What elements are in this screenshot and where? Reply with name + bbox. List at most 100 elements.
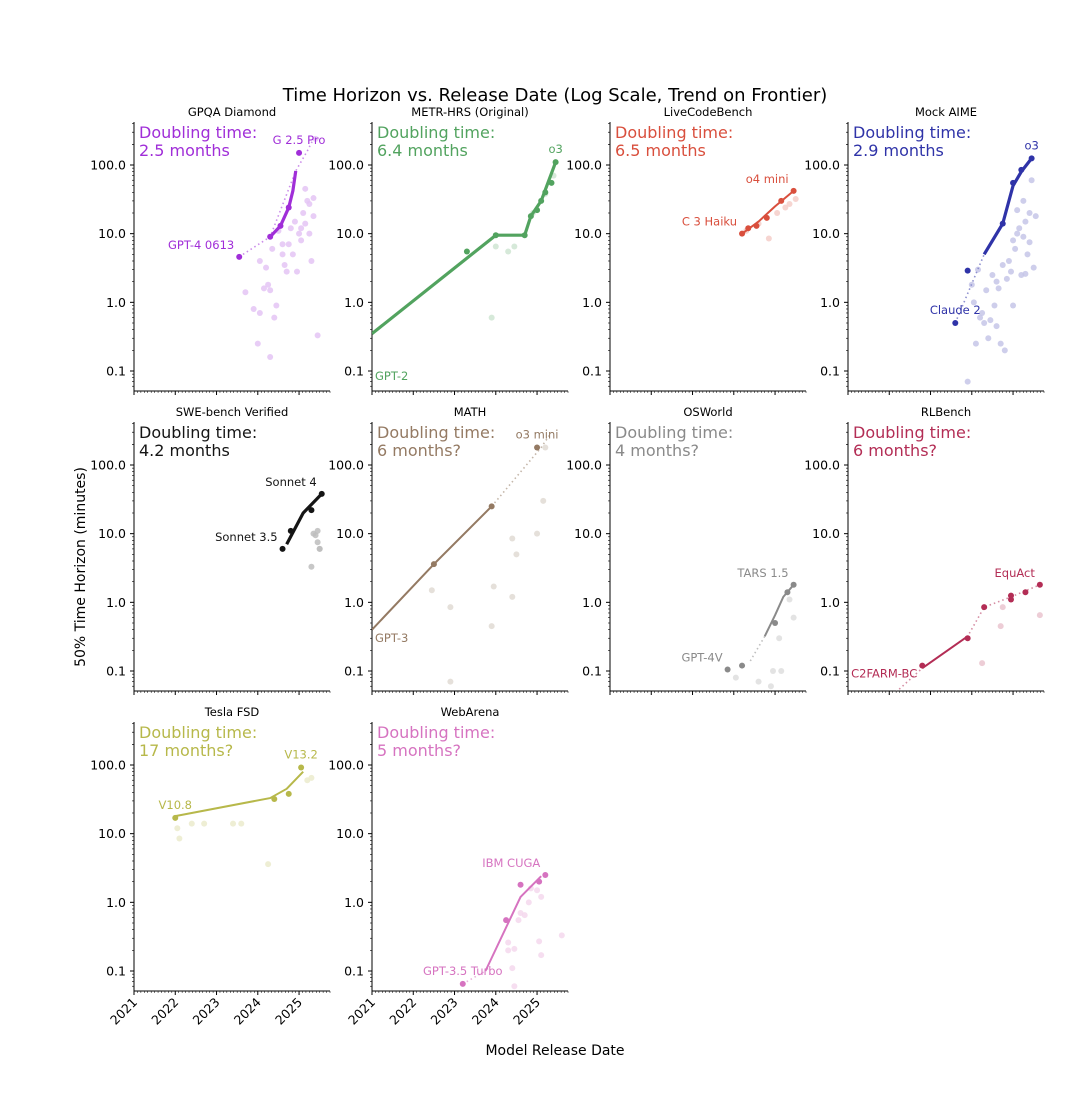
data-point	[515, 917, 522, 924]
model-label: Sonnet 3.5	[215, 530, 277, 544]
data-point	[279, 241, 286, 248]
data-point	[538, 952, 545, 959]
panel-title: MATH	[454, 405, 487, 419]
data-point	[536, 938, 543, 945]
y-tick-label: 100.0	[90, 758, 126, 773]
data-point	[279, 251, 286, 258]
panel-title: LiveCodeBench	[664, 105, 753, 119]
data-point	[302, 185, 309, 192]
frontier-point	[534, 207, 541, 214]
doubling-time-value: 2.5 months	[139, 141, 230, 160]
y-tick-label: 1.0	[344, 595, 364, 610]
data-point	[296, 230, 303, 237]
model-label: GPT-3.5 Turbo	[423, 964, 503, 978]
y-tick-label: 0.1	[582, 664, 602, 679]
trend-line-dotted	[491, 431, 553, 507]
x-tick-label: 2022	[386, 995, 419, 1028]
data-point	[778, 668, 785, 674]
data-point	[312, 135, 319, 142]
frontier-point	[492, 232, 499, 239]
plot-area	[279, 490, 325, 570]
data-point	[755, 678, 762, 685]
frontier-point	[739, 230, 746, 237]
data-point	[997, 623, 1004, 630]
data-point	[447, 604, 454, 611]
data-point	[490, 583, 497, 590]
x-tick-label: 2024	[231, 994, 264, 1027]
panel-title: METR-HRS (Original)	[411, 105, 528, 119]
model-label: o3	[548, 142, 562, 156]
data-point	[999, 261, 1006, 268]
frontier-point	[1007, 592, 1014, 599]
data-point	[995, 285, 1002, 292]
trend-line	[921, 635, 969, 669]
data-point	[970, 299, 977, 306]
y-tick-label: 10.0	[336, 826, 364, 841]
doubling-time-label: Doubling time:	[853, 423, 971, 442]
data-point	[283, 268, 290, 275]
y-tick-label: 1.0	[582, 595, 602, 610]
data-point	[1032, 213, 1039, 220]
data-point	[1007, 268, 1014, 275]
x-tick-label: 2022	[148, 995, 181, 1028]
model-label: GPT-3	[375, 631, 408, 645]
data-point	[774, 209, 781, 216]
frontier-point	[296, 149, 303, 156]
data-point	[302, 220, 309, 227]
model-label: V13.2	[284, 747, 317, 761]
frontier-point	[298, 764, 305, 771]
frontier-point	[952, 320, 959, 327]
panel-title: RLBench	[921, 405, 971, 419]
data-point	[767, 683, 774, 690]
figure-title: Time Horizon vs. Release Date (Log Scale…	[282, 85, 828, 106]
frontier-point	[552, 159, 559, 166]
plot-area	[724, 581, 797, 690]
data-point	[1022, 270, 1029, 277]
data-point	[511, 983, 518, 990]
frontier-point	[271, 795, 278, 802]
frontier-point	[517, 881, 524, 888]
data-point	[269, 245, 276, 252]
frontier-point	[318, 490, 325, 497]
x-tick-label: 2021	[345, 995, 378, 1028]
frontier-point	[999, 220, 1006, 227]
model-label: o4 mini	[746, 172, 789, 186]
model-label: GPT-2	[375, 369, 408, 383]
y-tick-label: 1.0	[820, 295, 840, 310]
data-point	[488, 623, 495, 630]
model-label: GPT-4 0613	[168, 238, 234, 252]
data-point	[281, 261, 288, 268]
trend-line	[175, 770, 304, 818]
frontier-point	[308, 507, 315, 514]
data-point	[291, 218, 298, 225]
data-point	[230, 820, 237, 827]
frontier-point	[724, 666, 731, 673]
y-tick-label: 10.0	[574, 226, 602, 241]
panel-mock-aime: Mock AIME 0.1 1.0 10.0 100.0 Claude 2 o3 Doubli…	[804, 105, 1045, 395]
y-tick-label: 10.0	[336, 526, 364, 541]
panel-title: WebArena	[441, 705, 500, 719]
frontier-point	[536, 878, 543, 885]
frontier-point	[778, 197, 785, 204]
trend-line	[982, 157, 1033, 256]
frontier-point	[542, 872, 549, 879]
y-tick-label: 100.0	[328, 758, 364, 773]
doubling-time-label: Doubling time:	[377, 723, 495, 742]
data-point	[488, 314, 495, 321]
data-point	[287, 225, 294, 232]
data-point	[765, 235, 772, 242]
model-label: C 3 Haiku	[682, 215, 737, 229]
panel-title: GPQA Diamond	[188, 105, 276, 119]
frontier-point	[267, 233, 274, 240]
frontier-point	[279, 545, 286, 552]
doubling-time-label: Doubling time:	[377, 423, 495, 442]
y-tick-label: 0.1	[344, 364, 364, 379]
plot-area	[372, 159, 559, 335]
doubling-time-value: 2.9 months	[853, 141, 944, 160]
data-point	[447, 678, 454, 685]
data-point	[521, 912, 528, 919]
data-point	[1016, 225, 1023, 232]
frontier-point	[772, 620, 779, 627]
plot-area	[896, 581, 1043, 691]
panel-webarena: WebArena 0.1 1.0 10.0 100.0 2021 2022 2023 2024 2…	[328, 705, 569, 1028]
